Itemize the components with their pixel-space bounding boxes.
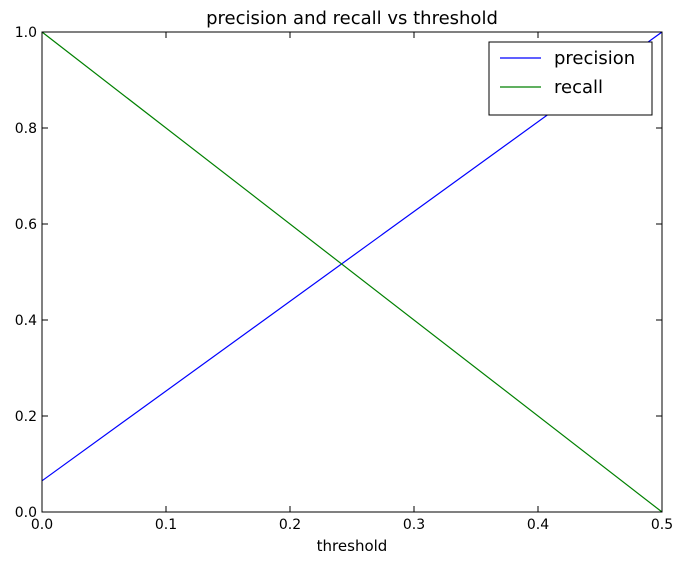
- y-tick-label: 0.4: [15, 313, 37, 329]
- legend-label-precision: precision: [554, 48, 635, 69]
- y-tick-label: 0.2: [15, 409, 37, 425]
- plot-frame: [41, 31, 663, 513]
- y-tick-label: 0.6: [15, 217, 37, 233]
- y-tick-label: 0.8: [15, 121, 37, 137]
- chart-title: precision and recall vs threshold: [206, 8, 498, 29]
- ticks-layer: 0.0 0.1 0.2 0.3 0.4 0.5 0.0 0.2 0.4 0.6 0.8 1.0: [15, 25, 673, 533]
- x-tick-label: 0.5: [651, 517, 673, 533]
- series-line-recall: [41, 31, 663, 513]
- y-tick-label: 0.0: [15, 505, 37, 521]
- x-axis-label: threshold: [317, 537, 388, 555]
- x-tick-label: 0.3: [403, 517, 425, 533]
- x-tick-label: 0.4: [527, 517, 549, 533]
- x-tick-label: 0.1: [155, 517, 177, 533]
- legend: precision recall: [488, 41, 653, 116]
- legend-box: [488, 41, 653, 116]
- y-tick-label: 1.0: [15, 25, 37, 41]
- legend-label-recall: recall: [554, 77, 603, 98]
- x-tick-label: 0.0: [31, 517, 53, 533]
- x-tick-label: 0.2: [279, 517, 301, 533]
